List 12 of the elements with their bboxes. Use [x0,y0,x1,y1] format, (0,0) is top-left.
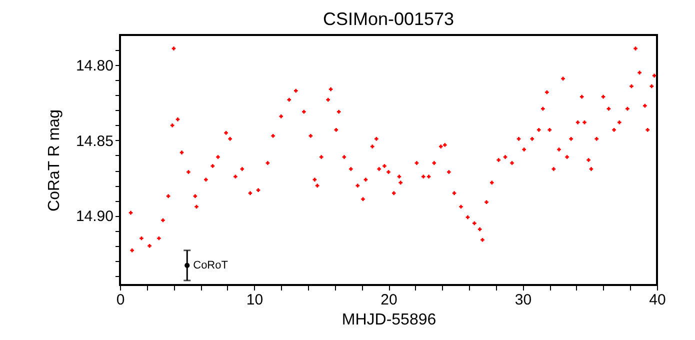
x-tick-label: 20 [380,292,398,308]
x-tick-label: 0 [116,292,125,308]
x-tick-label: 30 [514,292,532,308]
y-tick-label: 14.85 [76,132,114,150]
x-tick-label: 10 [246,292,264,308]
y-tick-label: 14.90 [76,208,114,226]
chart-title: CSIMon-001573 [322,9,454,29]
series-label: CoRoT [193,259,228,272]
x-axis-title: MHJD-55896 [342,312,436,328]
y-axis-title: CoRaT R mag [46,110,63,212]
y-tick-label: 14.80 [76,58,114,75]
x-tick-label: 40 [649,292,666,308]
